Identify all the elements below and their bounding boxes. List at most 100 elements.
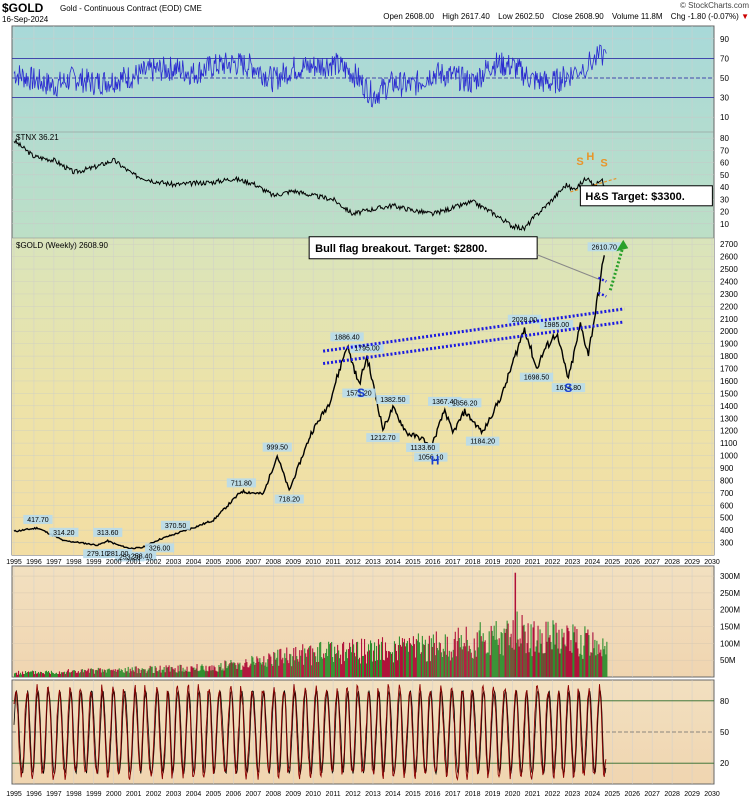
volume-bar: [330, 643, 332, 677]
volume-bar: [232, 663, 234, 677]
volume-value: 11.8M: [640, 12, 663, 21]
price-annotation-box: [587, 242, 622, 252]
volume-bar: [143, 669, 145, 677]
volume-bar: [596, 640, 598, 677]
x-tick-label-bottom: 1996: [26, 791, 42, 798]
volume-bar: [210, 670, 212, 677]
chart-series: [13, 44, 608, 782]
volume-bar: [230, 660, 232, 677]
volume-bar: [289, 653, 291, 677]
volume-bar: [573, 632, 575, 677]
volume-bar: [164, 672, 166, 677]
volume-bar: [338, 650, 340, 677]
volume-bar: [269, 654, 271, 677]
volume-bar: [367, 644, 370, 677]
volume-bar: [15, 672, 18, 677]
volume-bar: [486, 652, 488, 677]
volume-bar: [113, 670, 115, 677]
volume-bar: [173, 669, 175, 677]
x-tick-label: 2003: [166, 559, 182, 566]
price-annotation-label: 1795.00: [354, 346, 379, 353]
volume-bar: [145, 673, 147, 677]
volume-bar: [571, 652, 573, 677]
volume-bar: [159, 665, 161, 677]
volume-bar: [427, 643, 429, 677]
x-tick-label-bottom: 2012: [345, 791, 361, 798]
volume-bar: [212, 670, 214, 677]
price-annotation-box: [448, 398, 482, 408]
x-tick-label-bottom: 2003: [166, 791, 182, 798]
volume-bar: [461, 649, 463, 677]
volume-bar: [72, 670, 74, 677]
volume-bar: [182, 667, 184, 677]
price-tick-label: 2600: [720, 253, 738, 262]
x-tick-label: 2030: [704, 559, 720, 566]
volume-bar: [345, 651, 347, 677]
price-annotation-label: 326.00: [149, 545, 171, 552]
volume-bar: [465, 626, 467, 677]
volume-bar: [586, 632, 588, 677]
volume-bar: [219, 666, 221, 677]
x-tick-label: 2028: [664, 559, 680, 566]
volume-bar: [390, 653, 393, 677]
volume-bar: [397, 645, 399, 677]
volume-bar: [79, 672, 81, 677]
volume-bar: [66, 670, 68, 677]
volume-bar: [320, 641, 322, 677]
x-tick-label: 2000: [106, 559, 122, 566]
volume-bar: [84, 670, 86, 677]
price-tick-label: 1300: [720, 414, 738, 423]
volume-bar: [505, 628, 507, 677]
volume-bar: [595, 655, 597, 677]
volume-bar: [270, 656, 272, 677]
volume-bar: [282, 657, 284, 677]
x-tick-label: 2004: [186, 559, 202, 566]
volume-bar: [577, 648, 579, 677]
price-annotation-box: [160, 520, 191, 530]
price-tick-label: 2700: [720, 240, 738, 249]
volume-bar: [547, 621, 549, 677]
volume-bar: [327, 656, 329, 677]
volume-bar: [455, 656, 457, 677]
x-tick-label-bottom: 2016: [425, 791, 441, 798]
price-annotation-box: [406, 442, 440, 452]
volume-bar: [388, 651, 391, 677]
stoch-tick-label: 80: [720, 697, 729, 706]
price-tick-label: 300: [720, 539, 734, 548]
volume-bar: [268, 653, 270, 677]
volume-bar: [178, 671, 180, 677]
volume-bar: [604, 646, 606, 677]
volume-bar: [284, 653, 286, 677]
volume-bar: [344, 661, 346, 677]
volume-bar: [358, 659, 360, 677]
price-tick-label: 2400: [720, 278, 738, 287]
price-tick-label: 600: [720, 501, 734, 510]
volume-bar: [92, 669, 94, 677]
volume-bar: [150, 666, 152, 677]
x-tick-label: 2023: [565, 559, 581, 566]
volume-bar: [366, 651, 369, 677]
x-tick-label-bottom: 2004: [186, 791, 202, 798]
volume-bar: [436, 647, 438, 677]
volume-bar: [594, 639, 596, 677]
volume-bar: [585, 633, 587, 677]
price-annotation-box: [414, 452, 448, 462]
volume-bar: [421, 635, 423, 677]
volume-bar: [83, 669, 85, 677]
volume-bar: [49, 673, 51, 677]
volume-bar: [544, 652, 546, 677]
volume-bar: [431, 646, 433, 677]
volume-bar: [597, 654, 599, 677]
volume-bar: [185, 671, 187, 677]
volume-bar: [540, 643, 542, 677]
price-tick-label: 700: [720, 489, 734, 498]
volume-bar: [41, 673, 44, 677]
price-annotation-label: 1184.20: [470, 439, 495, 446]
volume-bar: [494, 639, 496, 677]
volume-bar: [601, 656, 603, 677]
volume-bar: [299, 650, 301, 677]
volume-bar: [305, 653, 307, 677]
price-tick-label: 1900: [720, 340, 738, 349]
volume-tick-label: 50M: [720, 656, 736, 665]
volume-bar: [340, 654, 342, 677]
